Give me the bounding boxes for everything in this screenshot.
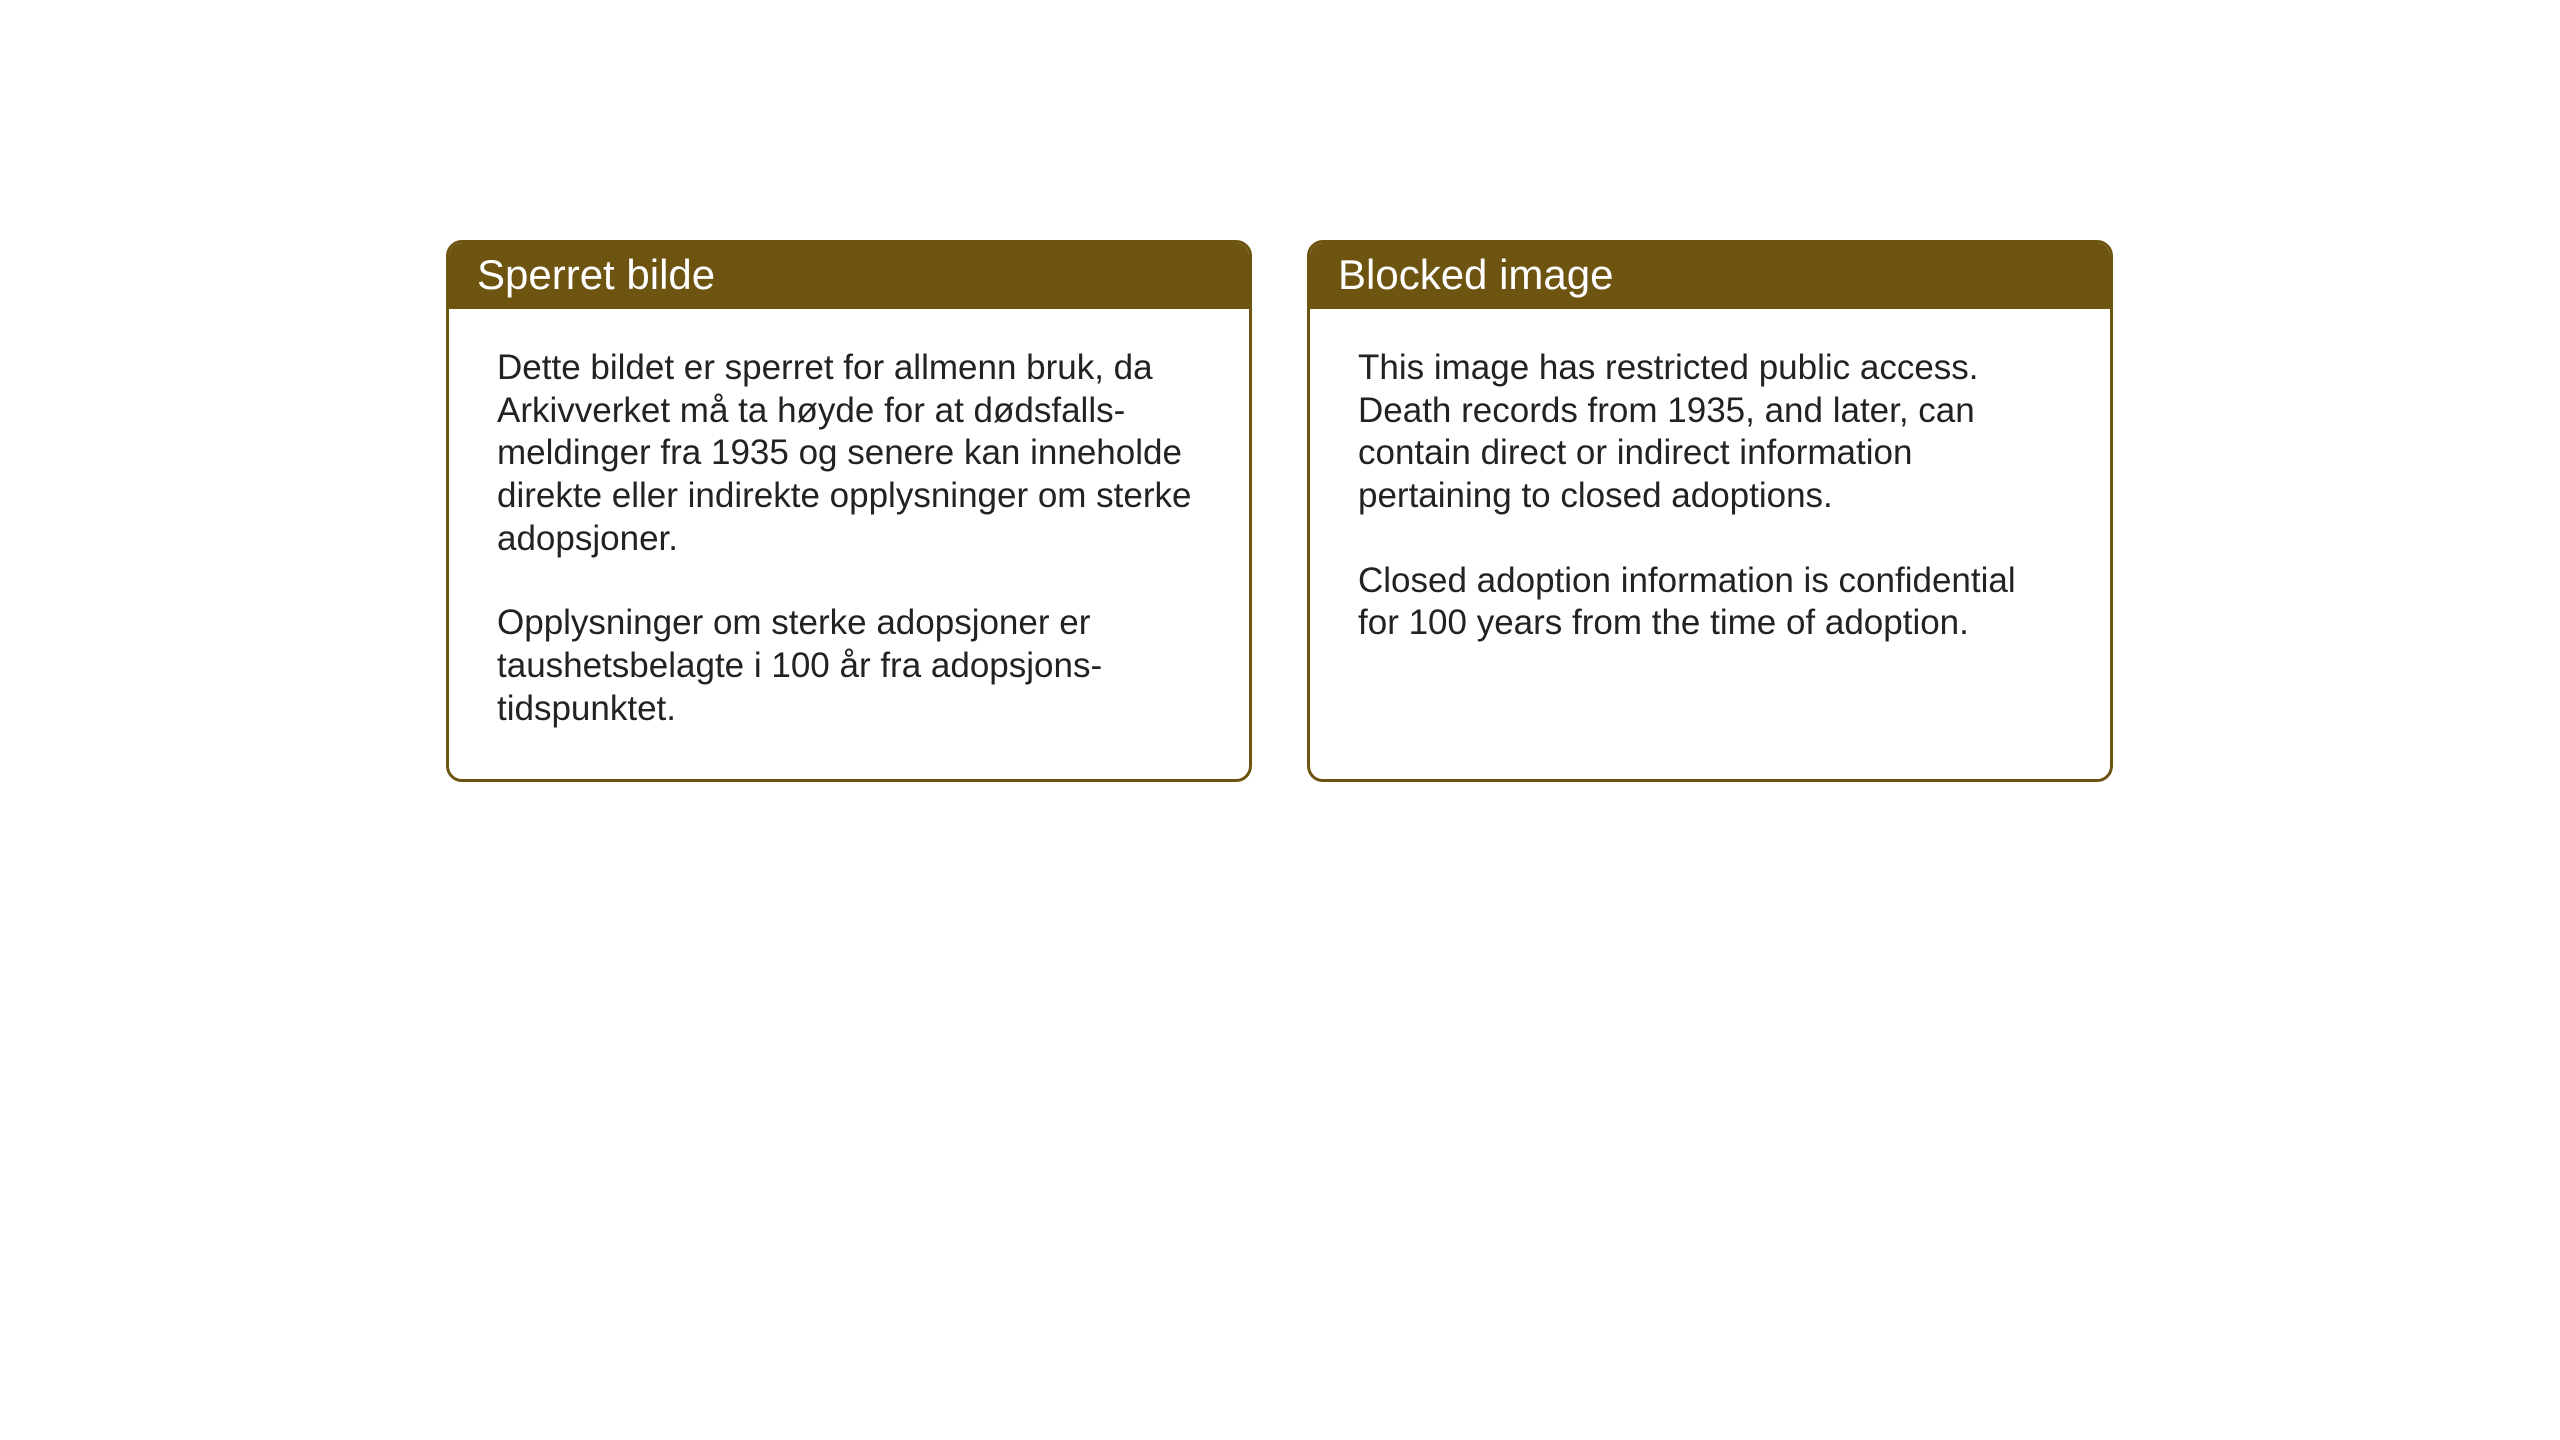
card-paragraph: This image has restricted public access.… (1358, 347, 2062, 518)
card-title: Sperret bilde (477, 251, 715, 298)
notice-card-english: Blocked image This image has restricted … (1307, 240, 2113, 782)
card-header-norwegian: Sperret bilde (449, 243, 1249, 309)
card-header-english: Blocked image (1310, 243, 2110, 309)
card-body-norwegian: Dette bildet er sperret for allmenn bruk… (449, 309, 1249, 779)
card-title: Blocked image (1338, 251, 1613, 298)
card-paragraph: Closed adoption information is confident… (1358, 560, 2062, 645)
card-paragraph: Dette bildet er sperret for allmenn bruk… (497, 347, 1201, 560)
card-body-english: This image has restricted public access.… (1310, 309, 2110, 693)
card-paragraph: Opplysninger om sterke adopsjoner er tau… (497, 602, 1201, 730)
notice-card-norwegian: Sperret bilde Dette bildet er sperret fo… (446, 240, 1252, 782)
notice-container: Sperret bilde Dette bildet er sperret fo… (446, 240, 2113, 782)
